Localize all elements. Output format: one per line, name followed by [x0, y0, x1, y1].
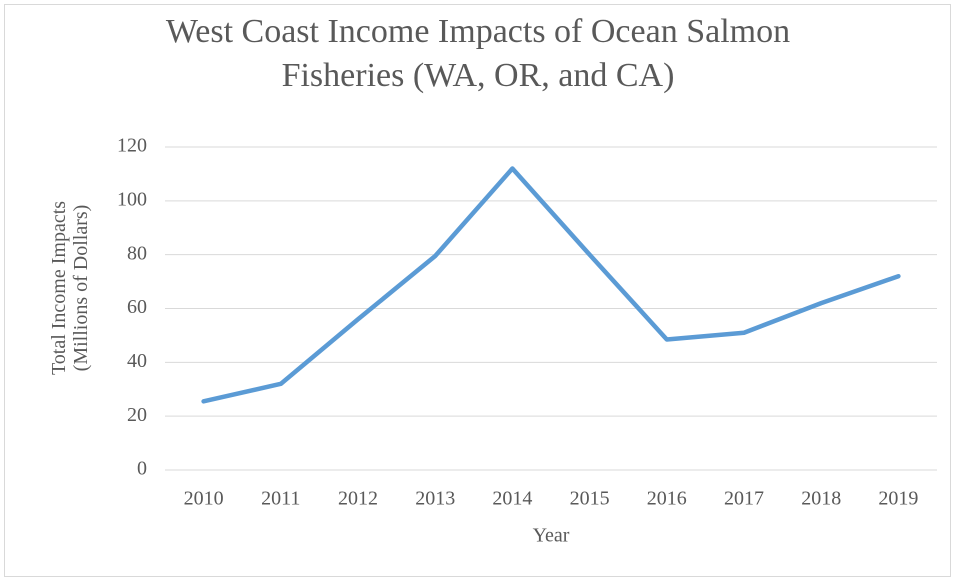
- chart-title: West Coast Income Impacts of Ocean Salmo…: [165, 13, 791, 94]
- x-tick-label: 2018: [801, 488, 841, 510]
- y-axis-label: Total Income Impacts (Millions of Dollar…: [48, 200, 92, 376]
- x-tick-label: 2015: [570, 488, 610, 510]
- x-tick-label: 2017: [724, 488, 764, 510]
- x-tick-label: 2019: [878, 488, 918, 510]
- y-tick-label: 80: [127, 242, 147, 264]
- y-tick-label: 20: [127, 404, 147, 426]
- chart-border: [4, 4, 951, 577]
- x-tick-label: 2016: [647, 488, 687, 510]
- x-tick-label: 2014: [492, 488, 532, 510]
- x-tick-label: 2011: [261, 488, 300, 510]
- y-tick-label: 60: [127, 296, 147, 318]
- y-tick-label: 40: [127, 350, 147, 372]
- data-line: [201, 166, 901, 404]
- x-tick-label: 2013: [415, 488, 455, 510]
- x-tick-label: 2010: [184, 488, 224, 510]
- y-tick-label: 0: [137, 458, 147, 480]
- x-tick-label: 2012: [338, 488, 378, 510]
- y-tick-label: 100: [117, 188, 147, 210]
- y-tick-label: 120: [117, 135, 147, 157]
- x-axis-label: Year: [533, 525, 570, 547]
